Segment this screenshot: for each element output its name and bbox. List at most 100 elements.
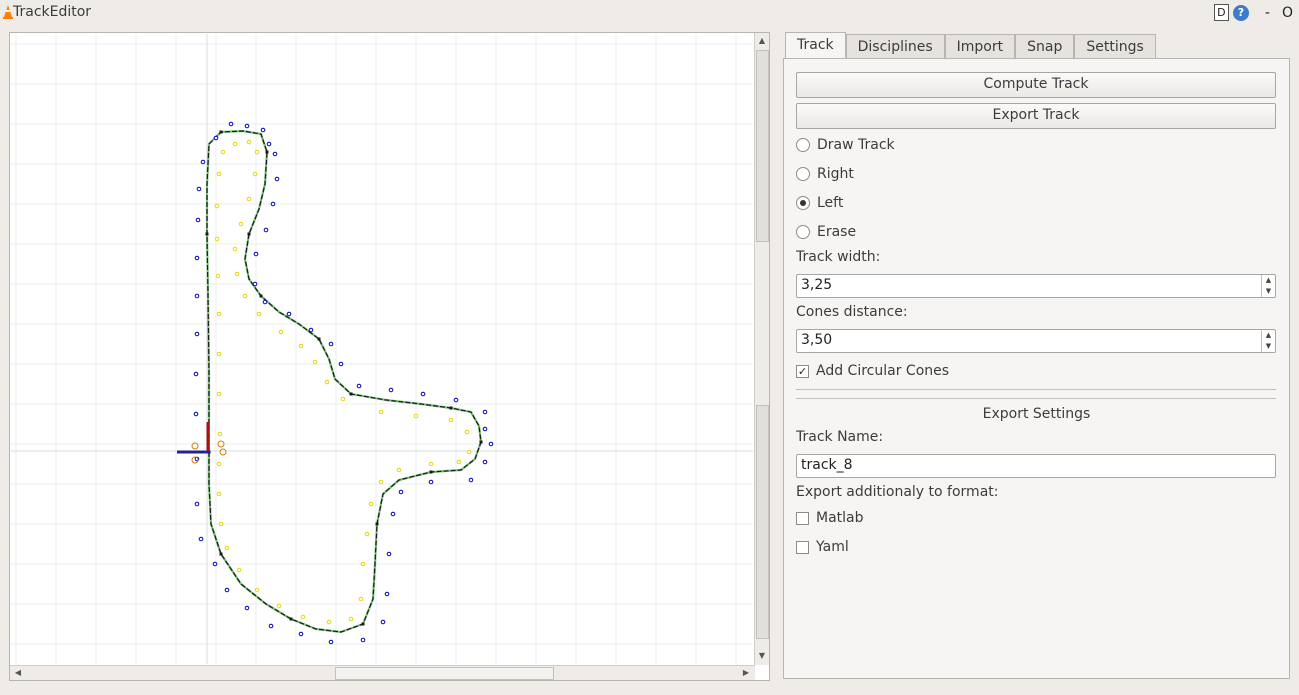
vertical-scrollbar[interactable]: ▲ ▼: [754, 33, 769, 665]
radio-right[interactable]: Right: [796, 164, 854, 184]
left-cone: [266, 141, 272, 147]
start-cone: [191, 442, 199, 450]
radio-left-label: Left: [817, 195, 844, 211]
right-cone: [466, 449, 472, 455]
centerline-node: [219, 130, 223, 134]
tab-track[interactable]: Track: [785, 32, 846, 59]
track-settings-panel: Compute Track Export Track Draw Track Ri…: [783, 58, 1290, 679]
radio-left-indicator[interactable]: [796, 196, 810, 210]
left-cone: [244, 123, 250, 129]
minimize-button[interactable]: -: [1264, 4, 1270, 21]
right-cone: [348, 616, 354, 622]
left-cone: [453, 397, 459, 403]
right-cone: [254, 149, 260, 155]
left-cone: [195, 217, 201, 223]
centerline-node: [317, 337, 321, 341]
track-name-value[interactable]: track_8: [801, 457, 853, 473]
radio-erase[interactable]: Erase: [796, 222, 856, 242]
right-cone: [428, 461, 434, 467]
window-d-button[interactable]: D: [1213, 4, 1229, 21]
radio-draw-track[interactable]: Draw Track: [796, 135, 895, 155]
scroll-left-arrow-icon[interactable]: ◀: [14, 668, 22, 677]
right-cone: [246, 196, 252, 202]
export-track-button[interactable]: Export Track: [796, 103, 1276, 129]
right-cone: [378, 479, 384, 485]
track-canvas[interactable]: [11, 34, 753, 664]
export-format-label: Export additionaly to format:: [796, 484, 999, 500]
maximize-button[interactable]: O: [1281, 4, 1293, 21]
scroll-up-arrow-icon[interactable]: ▲: [758, 36, 766, 45]
matlab-label: Matlab: [816, 510, 864, 526]
tab-settings[interactable]: Settings: [1074, 34, 1156, 59]
right-cone: [396, 467, 402, 473]
export-settings-title: Export Settings: [982, 406, 1091, 422]
scroll-right-arrow-icon[interactable]: ▶: [742, 668, 750, 677]
radio-right-label: Right: [817, 166, 854, 182]
left-cone: [252, 281, 258, 287]
left-cone: [428, 479, 434, 485]
matlab-check-box[interactable]: [796, 511, 809, 525]
title-bar: TrackEditor D ? - O: [0, 0, 1299, 26]
right-cone: [464, 429, 470, 435]
scroll-down-arrow-icon[interactable]: ▼: [758, 651, 766, 660]
left-cone: [482, 409, 488, 415]
radio-left[interactable]: Left: [796, 193, 843, 213]
horizontal-scrollbar[interactable]: ◀ ▶: [10, 665, 755, 680]
right-cone: [215, 273, 221, 279]
track-width-up-icon[interactable]: ▲: [1265, 276, 1272, 284]
tab-snap[interactable]: Snap: [1015, 34, 1075, 59]
left-cone: [390, 511, 396, 517]
help-icon[interactable]: ?: [1232, 4, 1249, 21]
circular-cones-check-icon[interactable]: ✓: [796, 364, 809, 378]
left-cone: [262, 299, 268, 305]
matlab-checkbox[interactable]: Matlab: [796, 508, 864, 528]
right-cone: [238, 221, 244, 227]
horizontal-scroll-thumb[interactable]: [335, 667, 554, 680]
start-cone: [217, 440, 225, 448]
radio-erase-indicator[interactable]: [796, 225, 810, 239]
yaml-check-box[interactable]: [796, 540, 809, 554]
right-cone: [224, 545, 230, 551]
centerline-node: [265, 150, 269, 154]
right-cone: [448, 417, 454, 423]
track-width-down-icon[interactable]: ▼: [1265, 287, 1272, 295]
left-cone: [386, 551, 392, 557]
cones-distance-down-icon[interactable]: ▼: [1265, 342, 1272, 350]
right-cone: [360, 561, 366, 567]
cones-distance-spinbox[interactable]: 3,50 ▲ ▼: [796, 329, 1276, 353]
vertical-scroll-track-upper[interactable]: [756, 50, 769, 242]
vertical-scroll-track-lower[interactable]: [756, 405, 769, 639]
radio-erase-label: Erase: [817, 224, 857, 240]
radio-draw-track-indicator[interactable]: [796, 138, 810, 152]
tab-import[interactable]: Import: [944, 34, 1016, 59]
left-cone: [298, 631, 304, 637]
left-cone: [308, 327, 314, 333]
left-cone: [260, 127, 266, 133]
window-title: TrackEditor: [13, 4, 92, 20]
right-cone: [368, 501, 374, 507]
tab-disciplines[interactable]: Disciplines: [845, 34, 945, 59]
centerline-node: [361, 622, 365, 626]
compute-track-button[interactable]: Compute Track: [796, 72, 1276, 98]
track-width-value[interactable]: 3,25: [801, 277, 833, 293]
left-cone: [482, 459, 488, 465]
cones-distance-up-icon[interactable]: ▲: [1265, 331, 1272, 339]
centerline-node: [247, 232, 251, 236]
left-cone: [420, 391, 426, 397]
left-cone: [253, 251, 259, 257]
yaml-checkbox[interactable]: Yaml: [796, 537, 849, 557]
right-cone: [358, 596, 364, 602]
left-cone: [224, 587, 230, 593]
track-name-input[interactable]: track_8: [796, 454, 1276, 478]
track-width-spinbox[interactable]: 3,25 ▲ ▼: [796, 274, 1276, 298]
left-cone: [272, 151, 278, 157]
radio-right-indicator[interactable]: [796, 167, 810, 181]
circular-cones-checkbox[interactable]: ✓ Add Circular Cones: [796, 361, 949, 381]
circular-cones-label: Add Circular Cones: [816, 363, 950, 379]
cones-distance-value[interactable]: 3,50: [801, 332, 833, 348]
left-cone: [212, 561, 218, 567]
right-cone: [216, 391, 222, 397]
centerline-node: [449, 406, 453, 410]
left-cone: [328, 341, 334, 347]
right-cone: [300, 614, 306, 620]
